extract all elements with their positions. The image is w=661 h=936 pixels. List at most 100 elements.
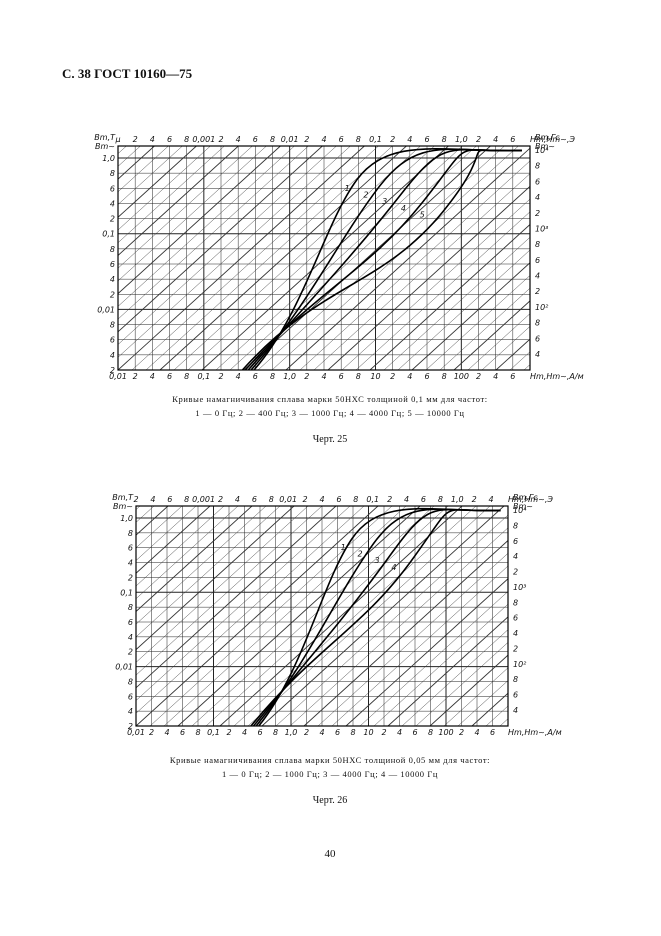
x-tick-label: 2: [476, 372, 481, 381]
hatch: [467, 313, 530, 370]
hatch: [0, 506, 56, 726]
hatch: [149, 506, 393, 726]
x-tick-label: 8: [442, 372, 447, 381]
y-tick-label: 1,0: [120, 514, 133, 523]
figure-label: Черт. 25: [313, 434, 347, 445]
x-tick-label: 6: [510, 372, 515, 381]
hatch: [0, 146, 112, 370]
top-tick-label: 0,1: [369, 135, 382, 144]
y-tick-label: 6: [110, 336, 115, 345]
hatch: [136, 506, 211, 574]
hatch: [556, 506, 661, 726]
hatch: [205, 506, 449, 726]
hatch: [136, 506, 337, 689]
frame: [135, 505, 509, 727]
y-tick-label: Bm~: [113, 502, 133, 511]
frame: [117, 145, 531, 371]
right-tick-label: 8: [535, 319, 540, 328]
x-tick-label: 0,01: [127, 728, 145, 737]
curve-label: 3: [382, 197, 387, 206]
hatch: [640, 506, 661, 726]
hatch: [650, 146, 661, 370]
hatch: [0, 506, 126, 726]
x-tick-label: 100: [454, 372, 469, 381]
y-tick-label: 8: [128, 677, 133, 686]
hatch: [118, 146, 239, 257]
right-tick-label: 8: [513, 675, 518, 684]
right-tick-label: 4: [513, 629, 518, 638]
hatch: [118, 146, 197, 218]
curve-label: 3: [374, 556, 379, 565]
top-tick-label: 0,001: [192, 495, 215, 504]
grid: [0, 506, 661, 726]
hatch: [345, 578, 508, 726]
top-tick-label: 4: [235, 495, 240, 504]
top-tick-label: 2: [218, 135, 223, 144]
top-tick-label: 4: [493, 135, 498, 144]
top-tick-label: 8: [356, 135, 361, 144]
x-tick-label: 6: [339, 372, 344, 381]
top-tick-label: 8: [442, 135, 447, 144]
hatch: [429, 654, 508, 726]
hatch: [187, 146, 435, 370]
hatch: [261, 506, 505, 726]
hatch: [118, 146, 169, 193]
hatch: [136, 506, 169, 536]
right-tick-label: 2: [535, 209, 540, 218]
hatch: [289, 527, 508, 726]
y-tick-label: 6: [110, 260, 115, 269]
y-tick-label: 2: [128, 722, 133, 731]
hatch: [654, 506, 661, 726]
x-tick-label: 8: [350, 728, 355, 737]
x-tick-label: 2: [226, 728, 231, 737]
curve: [250, 509, 501, 727]
hatch: [313, 173, 530, 370]
right-tick-label: 6: [513, 691, 518, 700]
right-tick-label: 4: [535, 350, 540, 359]
y-tick-label: 2: [128, 573, 133, 582]
top-tick-label: 1,0: [455, 135, 468, 144]
right-tick-label: Bm,Гс: [535, 133, 560, 142]
x-tick-label: 6: [257, 728, 262, 737]
hatch: [118, 146, 295, 307]
top-tick-label: 1,0: [451, 495, 464, 504]
x-tick-label: 6: [335, 728, 340, 737]
top-tick-label: Hm,Hm~,Э: [508, 495, 553, 504]
hatch: [118, 146, 323, 333]
y-tick-label: 6: [128, 544, 133, 553]
x-tick-label: 1,0: [283, 372, 296, 381]
top-tick-label: 6: [424, 135, 429, 144]
top-tick-label: 2: [133, 495, 138, 504]
hatch: [608, 146, 661, 370]
top-tick-label: 4: [407, 135, 412, 144]
hatch: [136, 506, 351, 701]
curve: [252, 508, 501, 727]
right-tick-label: 4: [535, 193, 540, 202]
right-tick-label: 6: [513, 537, 518, 546]
hatch: [397, 249, 530, 370]
x-tick-label: 6: [490, 728, 495, 737]
right-tick-label: 10²: [513, 660, 527, 669]
hatch: [341, 198, 530, 370]
curve: [253, 147, 522, 371]
hatch: [411, 262, 530, 370]
top-tick-label: 0,1: [366, 495, 379, 504]
hatch: [243, 146, 491, 370]
y-tick-label: 2: [110, 215, 115, 224]
caption-line: Кривые намагничивания сплава марки 50НХС…: [170, 755, 490, 765]
right-tick-label: 10⁴: [535, 146, 549, 155]
grid: [0, 146, 661, 370]
hatch: [359, 591, 508, 726]
hatch: [415, 642, 508, 726]
right-tick-label: 8: [513, 521, 518, 530]
y-tick-label: 4: [110, 275, 115, 284]
x-tick-label: 8: [270, 372, 275, 381]
hatch: [118, 146, 141, 167]
right-tick-label: 10²: [535, 303, 549, 312]
top-tick-label: 4: [321, 135, 326, 144]
y-tick-label: 4: [128, 559, 133, 568]
hatch: [145, 146, 393, 370]
hatch: [271, 146, 519, 370]
top-tick-label: 2: [303, 495, 308, 504]
caption-line: 1 — 0 Гц; 2 — 400 Гц; 3 — 1000 Гц; 4 — 4…: [195, 408, 464, 418]
